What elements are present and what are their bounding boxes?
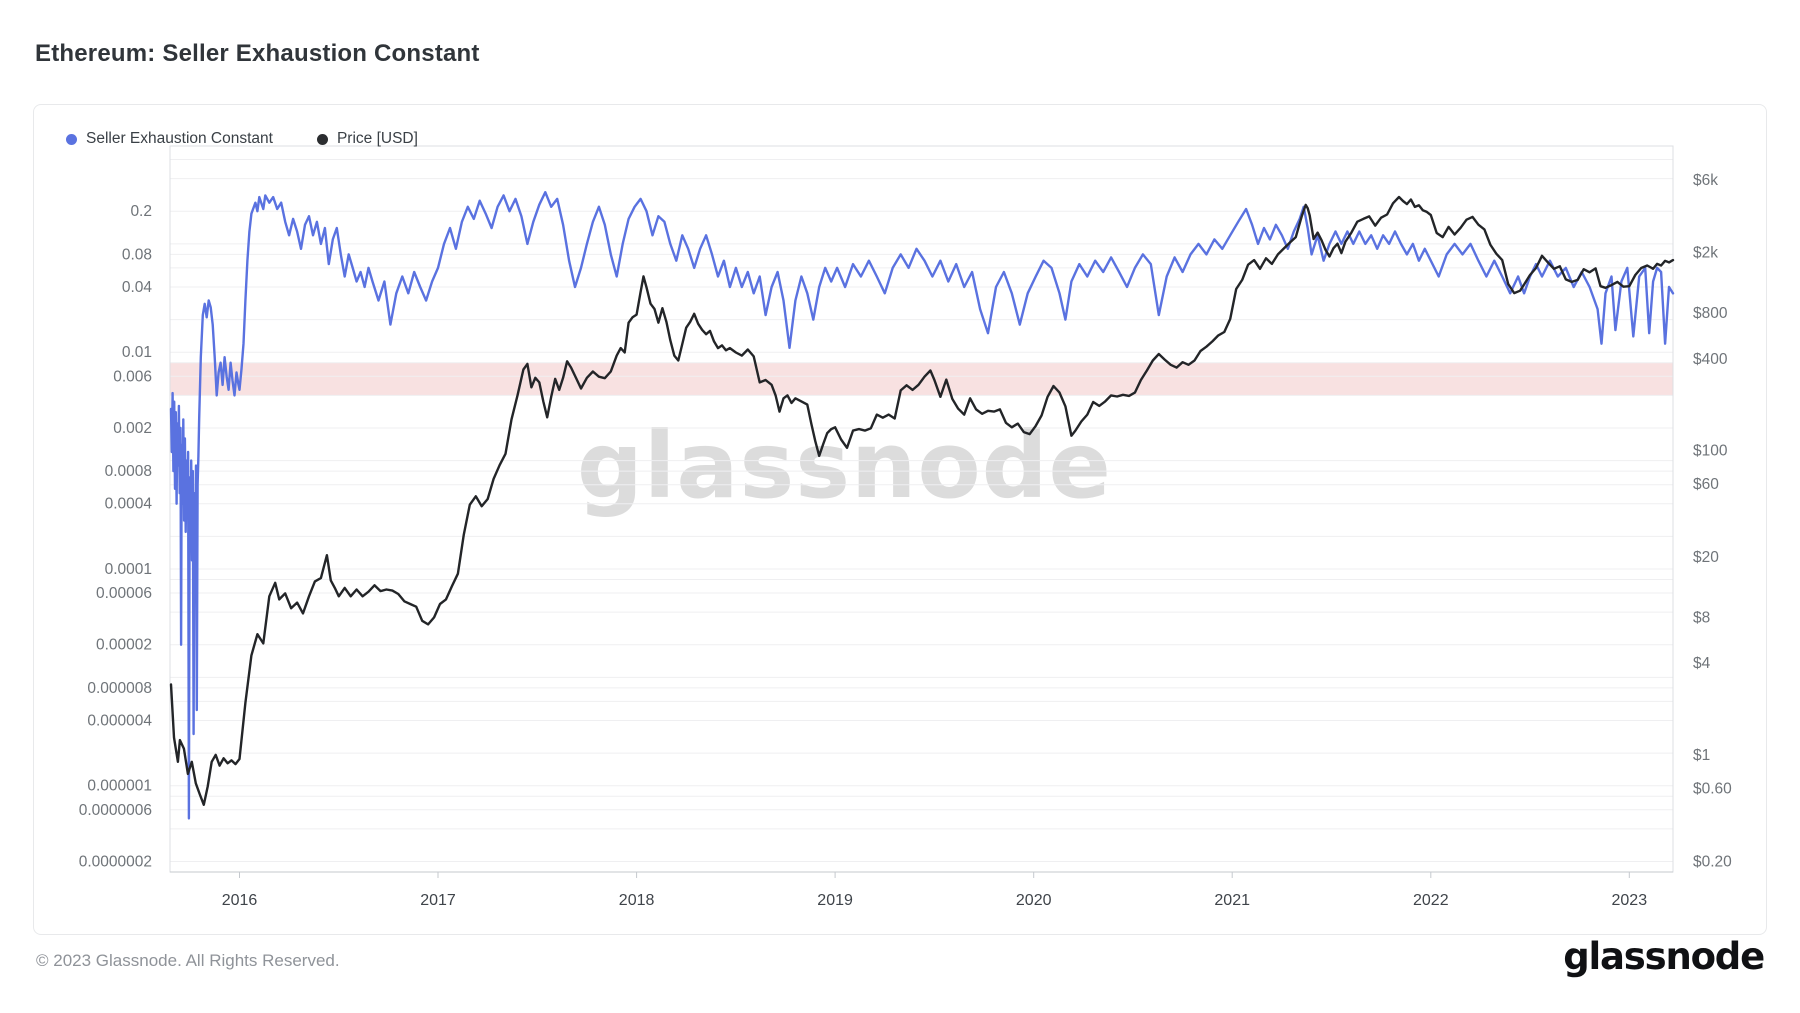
y-axis-left-label: 0.00002 (96, 637, 152, 654)
price-usd-series-dot-icon (316, 133, 328, 145)
y-axis-right-label: $0.60 (1693, 781, 1732, 798)
glassnode-watermark: glassnode (577, 412, 1112, 519)
y-axis-right-label: $800 (1693, 305, 1728, 322)
y-axis-left-label: 0.006 (113, 368, 152, 385)
legend-label: Seller Exhaustion Constant (86, 130, 273, 147)
y-axis-left-label: 0.0000006 (79, 802, 152, 819)
legend-item-seller-exhaustion-constant[interactable]: Seller Exhaustion Constant (66, 130, 273, 148)
legend-label: Price [USD] (336, 130, 418, 147)
x-axis-year-label: 2016 (222, 892, 258, 909)
y-axis-right-label: $60 (1693, 476, 1719, 493)
y-axis-left-label: 0.2 (130, 203, 152, 220)
y-axis-left-label: 0.000008 (87, 680, 152, 697)
y-axis-right-label: $8 (1693, 609, 1710, 626)
y-axis-right-label: $6k (1693, 172, 1718, 189)
y-axis-left-label: 0.000004 (87, 713, 152, 730)
y-axis-left-label: 0.002 (113, 420, 152, 437)
y-axis-right-label: $100 (1693, 442, 1728, 459)
chart-legend: Seller Exhaustion Constant Price [USD] (66, 130, 418, 148)
y-axis-right-label: $2k (1693, 244, 1718, 261)
page-title: Ethereum: Seller Exhaustion Constant (35, 40, 480, 67)
footer-copyright: © 2023 Glassnode. All Rights Reserved. (36, 951, 340, 970)
glassnode-logo: glassnode (1563, 935, 1765, 978)
y-axis-right-label: $20 (1693, 549, 1719, 566)
y-axis-right-label: $0.20 (1693, 853, 1732, 870)
y-axis-left-label: 0.08 (122, 246, 152, 263)
y-axis-right-label: $4 (1693, 655, 1711, 672)
x-axis-year-label: 2018 (619, 892, 655, 909)
x-axis-year-label: 2020 (1016, 892, 1052, 909)
x-axis-year-label: 2022 (1413, 892, 1449, 909)
x-axis-year-label: 2023 (1612, 892, 1648, 909)
y-axis-left-label: 0.0001 (105, 561, 152, 578)
x-axis-year-label: 2017 (420, 892, 456, 909)
legend-item-price-usd[interactable]: Price [USD] (316, 130, 418, 148)
x-axis-year-label: 2021 (1214, 892, 1250, 909)
series-line-seller-exhaustion-constant (169, 191, 1675, 820)
y-axis-left-label: 0.0008 (105, 463, 152, 480)
y-axis-left-label: 0.00006 (96, 585, 152, 602)
y-axis-left-label: 0.04 (122, 279, 153, 296)
seller-exhaustion-constant-series-dot-icon (66, 133, 77, 145)
series-line-price-usd (169, 195, 1675, 806)
y-axis-left-label: 0.0000002 (79, 854, 152, 871)
y-axis-left-label: 0.01 (122, 344, 152, 361)
y-axis-left-label: 0.0004 (105, 496, 153, 513)
y-axis-right-label: $400 (1693, 351, 1728, 368)
x-axis-year-label: 2019 (817, 892, 853, 909)
y-axis-right-label: $1 (1693, 747, 1710, 764)
y-axis-left-label: 0.000001 (87, 778, 152, 795)
